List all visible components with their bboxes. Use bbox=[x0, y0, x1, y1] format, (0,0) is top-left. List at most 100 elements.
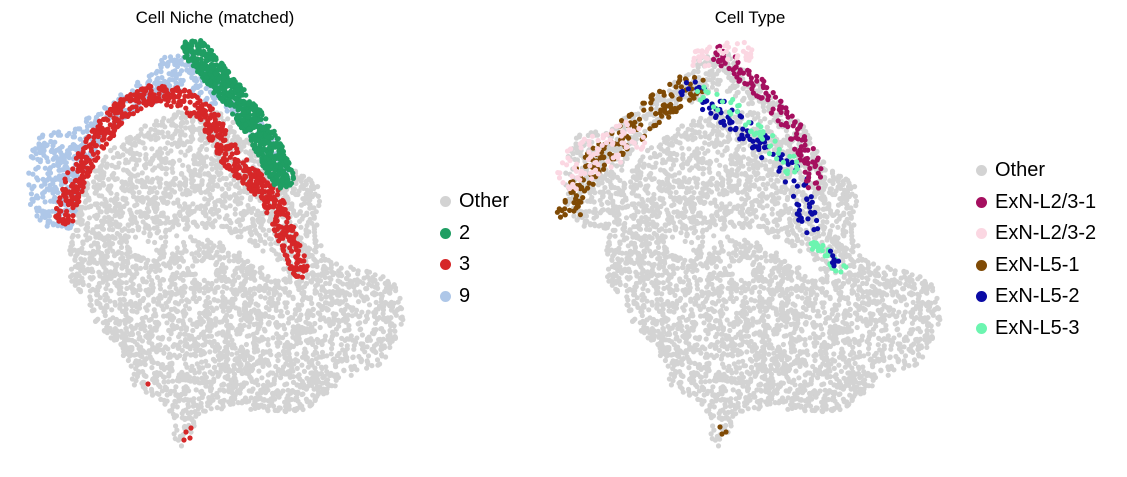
point-other bbox=[720, 303, 726, 309]
point-other bbox=[764, 203, 770, 209]
point-niche-9 bbox=[38, 183, 45, 189]
point-other bbox=[775, 178, 781, 184]
point-other bbox=[329, 345, 335, 352]
point-other bbox=[661, 98, 667, 104]
point-niche-9 bbox=[172, 68, 178, 74]
point-other bbox=[91, 179, 97, 185]
point-other bbox=[820, 304, 826, 310]
point-other bbox=[135, 292, 141, 298]
point-other bbox=[149, 146, 155, 152]
point-other bbox=[108, 288, 114, 294]
point-other bbox=[815, 308, 821, 314]
point-other bbox=[691, 274, 698, 280]
point-other bbox=[319, 341, 325, 348]
point-other bbox=[132, 325, 138, 331]
point-other bbox=[141, 230, 147, 236]
point-other bbox=[369, 283, 375, 289]
point-other bbox=[317, 324, 323, 331]
point-other bbox=[654, 239, 660, 245]
point-other bbox=[373, 299, 379, 305]
point-other bbox=[836, 362, 842, 368]
point-other bbox=[123, 280, 129, 286]
point-other bbox=[214, 405, 220, 411]
point-other bbox=[360, 280, 366, 286]
point-other bbox=[279, 313, 285, 319]
point-other bbox=[698, 379, 704, 385]
point-niche-9 bbox=[35, 156, 41, 162]
point-other bbox=[359, 332, 365, 338]
point-other bbox=[612, 233, 618, 239]
point-other bbox=[171, 200, 177, 206]
point-other bbox=[824, 219, 830, 225]
point-other bbox=[627, 286, 633, 292]
point-other bbox=[178, 339, 184, 345]
point-other bbox=[672, 292, 678, 298]
point-other bbox=[677, 379, 683, 385]
point-other bbox=[232, 211, 238, 217]
point-other bbox=[112, 299, 118, 305]
point-other bbox=[756, 406, 762, 412]
point-other bbox=[602, 185, 608, 191]
point-other bbox=[885, 372, 891, 378]
point-other bbox=[99, 201, 105, 207]
point-other bbox=[117, 239, 123, 245]
point-other bbox=[680, 152, 686, 158]
point-other bbox=[129, 276, 135, 282]
point-other bbox=[924, 327, 930, 334]
point-other bbox=[698, 313, 704, 319]
point-other bbox=[744, 349, 750, 355]
point-other bbox=[781, 333, 787, 339]
point-other bbox=[738, 277, 744, 283]
point-other bbox=[709, 68, 715, 74]
point-other bbox=[188, 234, 194, 240]
point-niche-9 bbox=[50, 221, 57, 227]
point-other bbox=[132, 264, 138, 270]
point-other bbox=[721, 221, 727, 227]
point-other bbox=[644, 298, 650, 304]
point-other bbox=[762, 116, 768, 122]
point-other bbox=[809, 155, 816, 161]
point-other bbox=[398, 321, 404, 327]
point-other bbox=[328, 276, 334, 282]
point-other bbox=[338, 265, 344, 271]
point-other bbox=[697, 347, 703, 353]
point-other bbox=[208, 161, 214, 167]
point-other bbox=[84, 228, 91, 234]
point-other bbox=[703, 336, 709, 342]
point-other bbox=[242, 300, 248, 306]
point-other bbox=[232, 206, 238, 212]
point-other bbox=[179, 347, 185, 354]
point-other bbox=[814, 405, 820, 411]
point-other bbox=[793, 287, 799, 293]
point-other bbox=[79, 245, 85, 251]
point-other bbox=[350, 266, 357, 272]
point-other bbox=[283, 304, 289, 310]
point-other bbox=[167, 284, 173, 290]
point-other bbox=[255, 302, 261, 308]
point-other bbox=[768, 177, 774, 183]
point-other bbox=[717, 162, 723, 168]
point-other bbox=[271, 378, 277, 384]
point-other bbox=[897, 280, 903, 286]
point-other bbox=[348, 372, 354, 378]
point-other bbox=[763, 217, 770, 224]
point-other bbox=[896, 332, 903, 338]
point-other bbox=[760, 205, 766, 211]
point-other bbox=[743, 216, 749, 222]
point-other bbox=[850, 283, 856, 289]
point-other bbox=[723, 306, 730, 312]
point-other bbox=[365, 353, 372, 359]
point-other bbox=[201, 290, 207, 296]
point-other bbox=[800, 232, 806, 238]
point-other bbox=[143, 152, 149, 158]
point-other bbox=[165, 346, 171, 352]
point-other bbox=[226, 186, 232, 192]
point-other bbox=[320, 253, 326, 259]
point-other bbox=[289, 202, 295, 208]
point-other bbox=[118, 244, 125, 250]
point-other bbox=[643, 183, 649, 189]
point-other bbox=[294, 365, 300, 371]
point-other bbox=[752, 298, 758, 304]
point-other bbox=[244, 333, 250, 339]
point-other bbox=[826, 202, 832, 208]
